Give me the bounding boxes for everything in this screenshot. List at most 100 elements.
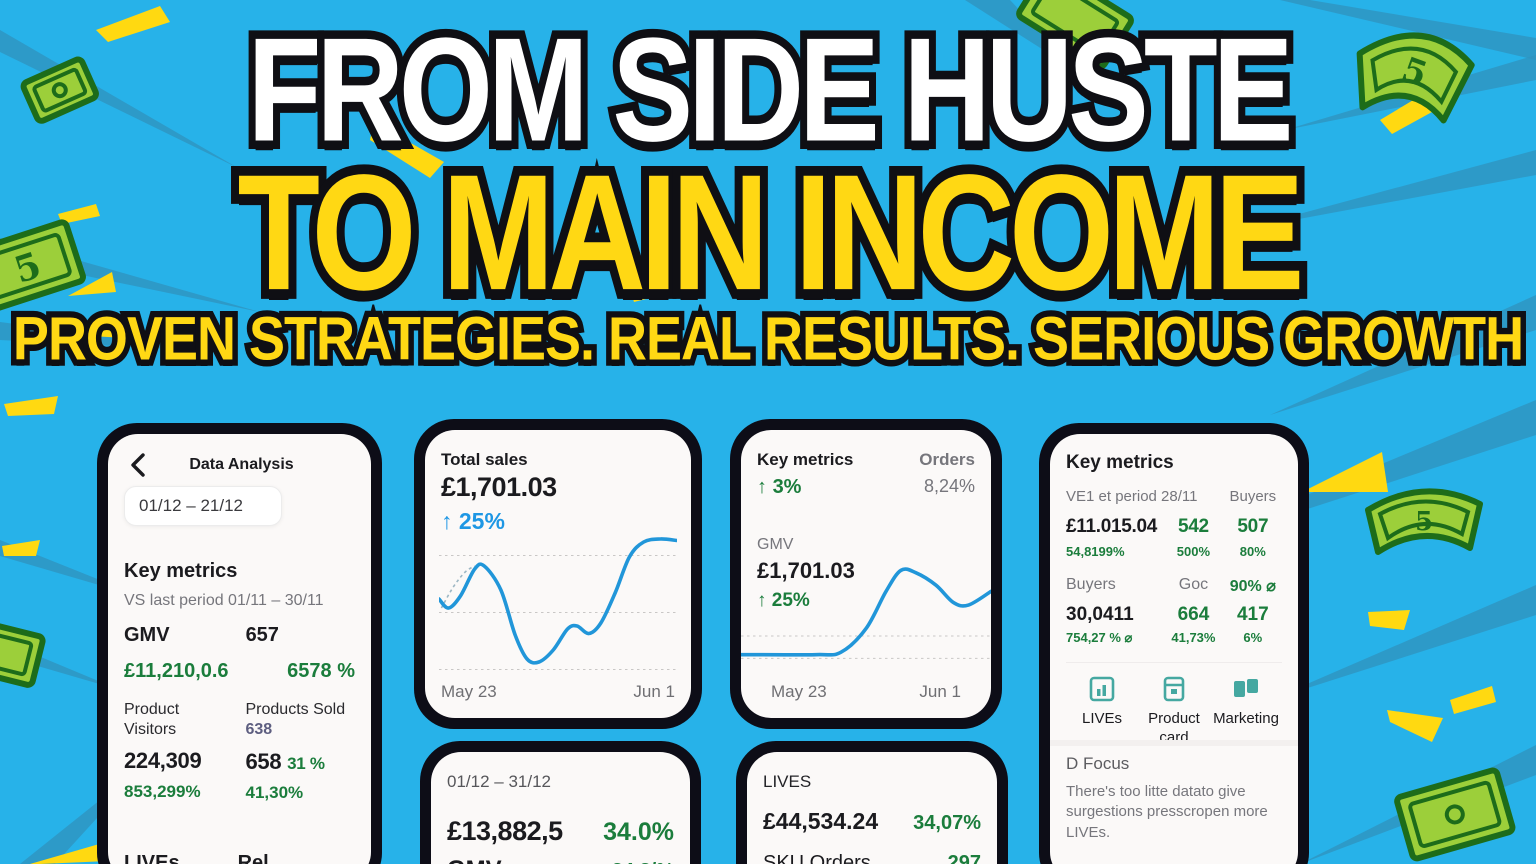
total-sales-amount: £1,701.03 [441, 472, 557, 502]
x-axis-labels: May 23 Jun 1 [441, 682, 675, 702]
metric-value: £11.015.04 [1066, 516, 1158, 537]
x-end-label: Jun 1 [633, 682, 675, 701]
metric-value: 224,309 [124, 748, 202, 773]
products-sold-metric: Products Sold 638 658 31 % 41,30% [246, 700, 356, 803]
metric-delta: 853,299% [124, 782, 201, 801]
metric-label: Product Visitors [124, 701, 180, 738]
card-title: LIVES [763, 772, 812, 791]
gmv-value: £11,210,0.6 [124, 660, 229, 682]
metric-value: 30,0411 [1066, 604, 1134, 625]
summary-row: £13,882,5 34.0% [447, 816, 674, 847]
metric-inline-delta: 31 % [287, 753, 325, 773]
date-range-picker[interactable]: 01/12 – 21/12 [124, 486, 282, 526]
metrics-row-2-labels: Buyers Goc 90% ⌀ [1066, 576, 1276, 595]
x-axis-labels: May 23 Jun 1 [771, 682, 961, 702]
period-summary-card: 01/12 – 31/12 £13,882,5 34.0% GMV 34.8/% [420, 741, 701, 864]
x-start-label: May 23 [441, 682, 497, 701]
period-label: VE1 et period 28/11 [1066, 488, 1198, 505]
gmv-delta: ↑ 25% [757, 590, 810, 611]
money-bill-icon: 5 [1356, 32, 1475, 124]
key-metrics-heading: Key metrics [124, 560, 238, 582]
key-metrics-phone: Key metrics VE1 et period 28/11 Buyers £… [1039, 423, 1309, 864]
gmv-delta: 34.8/% [612, 860, 674, 864]
money-bill-icon [20, 56, 99, 124]
gmv-delta: 6578 % [287, 660, 355, 682]
metric-value: 507 [1237, 516, 1269, 537]
total-sales-chart [439, 530, 677, 680]
metric-sub-value: 638 [245, 721, 273, 738]
quick-actions-row: LIVEs Product card Marketing [1066, 662, 1282, 748]
page-title: Data Analysis [189, 456, 294, 473]
metrics-row-2: 30,0411 664 417 [1066, 604, 1282, 626]
money-bill-icon: 5 [0, 219, 86, 313]
gmv-value-row: £11,210,0.6 6578 % [124, 660, 355, 683]
product-card-action[interactable]: Product card [1138, 675, 1210, 748]
lives-icon [1088, 675, 1116, 703]
metric-value: 664 [1177, 604, 1210, 625]
headline-tagline-outline: PROVEN STRATEGIES. REAL RESULTS. SERIOUS… [7, 302, 1529, 376]
summary-delta: 34.0% [603, 818, 674, 846]
lives-summary-card: LIVES £44,534.24 34,07% SKU Orders 297 [736, 741, 1008, 864]
gmv-label: GMV [447, 856, 502, 864]
money-bill-icon [1394, 767, 1516, 862]
card-title: Key metrics [757, 450, 854, 469]
focus-title: D Focus [1066, 754, 1130, 773]
gmv-label: GMV [124, 624, 170, 646]
metric-value: 417 [1236, 604, 1269, 625]
metric-delta: 41,30% [245, 782, 304, 802]
lives-delta: 34,07% [913, 812, 981, 834]
metric-label: Products Sold [245, 701, 346, 718]
vs-period-label: VS last period 01/11 – 30/11 [124, 592, 324, 609]
gmv-count: 657 [245, 624, 279, 646]
card-title: Key metrics [1066, 452, 1174, 473]
headline-tagline: PROVEN STRATEGIES. REAL RESULTS. SERIOUS… [0, 302, 1536, 376]
focus-body: There's too litte datato give surgestion… [1066, 783, 1268, 841]
gmv-row: GMV 34.8/% [447, 856, 674, 864]
lives-amount: £44,534.24 [763, 808, 879, 834]
money-bill-icon [1016, 0, 1134, 70]
orders-label: Orders [919, 450, 975, 469]
key-metrics-delta: ↑ 3% [757, 476, 802, 498]
product-card-icon [1160, 675, 1188, 703]
headline-line1-outline: FROM SIDE HUSTE [241, 6, 1301, 173]
headline-line2: TO MAIN INCOME TO MAIN INCOME [0, 140, 1536, 325]
back-icon[interactable] [124, 452, 150, 478]
marketing-action[interactable]: Marketing [1210, 675, 1282, 748]
column-headers: VE1 et period 28/11 Buyers [1066, 488, 1282, 505]
gmv-row: GMV 657 [124, 624, 355, 647]
summary-amount: £13,882,5 [447, 816, 563, 846]
lives-row: £44,534.24 34,07% [763, 808, 981, 835]
up-arrow-icon: ↑ [441, 508, 453, 534]
gmv-value: £1,701.03 [757, 558, 855, 583]
headline-line1: FROM SIDE HUSTE FROM SIDE HUSTE [0, 6, 1536, 173]
marketing-icon [1231, 675, 1261, 703]
sku-orders-value: 297 [947, 852, 981, 864]
lives-action[interactable]: LIVEs [1066, 675, 1138, 748]
metrics-row-1: £11.015.04 542 507 [1066, 516, 1282, 538]
sku-orders-label: SKU Orders [763, 852, 871, 864]
svg-text:5: 5 [1415, 507, 1433, 537]
gmv-chart [741, 548, 991, 672]
product-visitors-metric: Product Visitors 224,309 853,299% [124, 700, 234, 803]
x-start-label: May 23 [771, 682, 827, 701]
data-analysis-header: Data Analysis [124, 452, 355, 478]
metric-columns: Product Visitors 224,309 853,299% Produc… [124, 700, 355, 803]
sku-orders-row: SKU Orders 297 [763, 852, 981, 864]
clipped-footer-row: LIVEs Rel [124, 852, 269, 864]
key-metrics-card: Key metrics Orders ↑ 3% 8,24% GMV £1,701… [730, 419, 1002, 729]
metric-value: 542 [1178, 516, 1209, 537]
total-sales-delta: ↑ 25% [441, 508, 505, 534]
date-range-label: 01/12 – 31/12 [447, 772, 551, 791]
headline-line2-outline: TO MAIN INCOME [230, 140, 1313, 325]
buyers-header: Buyers [1229, 488, 1277, 505]
money-bill-icon [0, 616, 46, 688]
x-end-label: Jun 1 [919, 682, 961, 701]
up-arrow-icon: ↑ [757, 590, 767, 611]
data-analysis-phone: Data Analysis 01/12 – 21/12 Key metrics … [97, 423, 382, 864]
metrics-row-2-deltas: 754,27 % ⌀ 41,73% 6% [1066, 630, 1263, 645]
metric-value: 658 31 % [245, 748, 325, 774]
money-bill-icon: 5 [1365, 488, 1483, 555]
metrics-row-1-deltas: 54,8199% 500% 80% [1066, 544, 1266, 559]
